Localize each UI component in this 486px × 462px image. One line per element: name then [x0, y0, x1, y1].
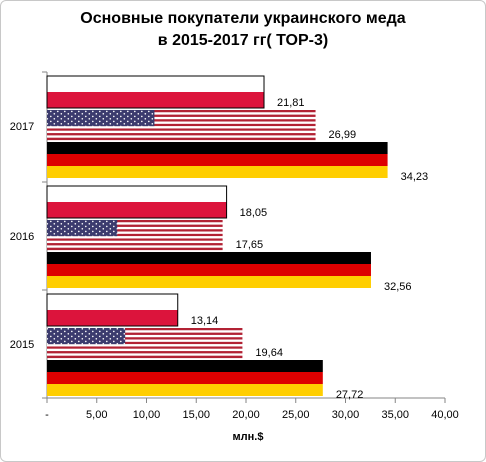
data-label-poland-2015: 13,14 [191, 315, 219, 327]
bar-germany-2017 [47, 142, 388, 178]
bar-usa-2016 [47, 220, 223, 251]
x-tick-label: 20,00 [232, 409, 260, 421]
category-label-2015: 2015 [10, 339, 34, 351]
x-tick-label: 5,00 [86, 409, 107, 421]
data-label-germany-2015: 27,72 [336, 389, 364, 401]
chart-title-line-1: Основные покупатели украинского меда [80, 10, 406, 27]
chart-title: Основные покупатели украинского меда в 2… [0, 8, 486, 52]
data-label-poland-2017: 21,81 [277, 97, 305, 109]
bar-usa-2015 [47, 328, 243, 359]
x-tick-label: 15,00 [182, 409, 210, 421]
bar-germany-2015 [47, 360, 323, 396]
bar-poland-2017 [46, 75, 265, 109]
data-label-usa-2017: 26,99 [329, 129, 357, 141]
data-label-germany-2016: 32,56 [384, 281, 412, 293]
x-tick-label: 35,00 [381, 409, 409, 421]
data-label-usa-2016: 17,65 [236, 239, 264, 251]
data-label-usa-2015: 19,64 [255, 347, 283, 359]
x-tick-label: 40,00 [431, 409, 459, 421]
x-tick-label: 30,00 [332, 409, 360, 421]
x-tick-label: 10,00 [133, 409, 161, 421]
x-tick-label: - [45, 409, 49, 421]
x-tick-label: 25,00 [282, 409, 310, 421]
data-label-poland-2016: 18,05 [240, 207, 268, 219]
data-label-germany-2017: 34,23 [401, 171, 429, 183]
bar-germany-2016 [47, 252, 371, 288]
chart-title-line-2: в 2015-2017 гг( ТОР-3) [157, 32, 329, 49]
x-axis-title: млн.$ [233, 431, 264, 443]
category-label-2017: 2017 [10, 121, 34, 133]
bar-poland-2016 [46, 185, 228, 219]
bar-usa-2017 [47, 110, 316, 141]
category-label-2016: 2016 [10, 231, 34, 243]
bar-poland-2015 [46, 293, 179, 327]
